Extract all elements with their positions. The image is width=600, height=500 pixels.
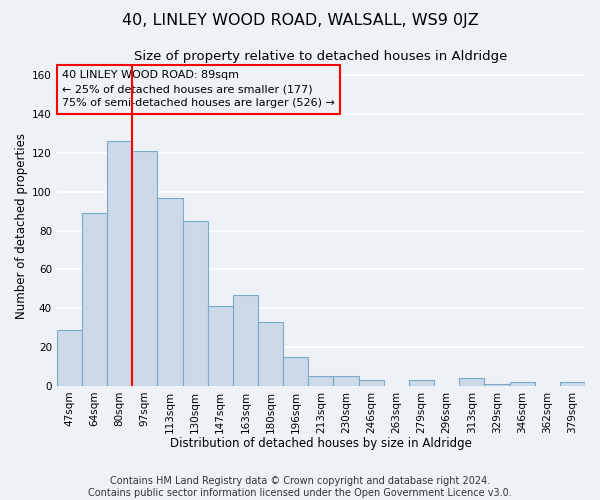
Text: 40, LINLEY WOOD ROAD, WALSALL, WS9 0JZ: 40, LINLEY WOOD ROAD, WALSALL, WS9 0JZ	[122, 12, 478, 28]
Text: Contains HM Land Registry data © Crown copyright and database right 2024.
Contai: Contains HM Land Registry data © Crown c…	[88, 476, 512, 498]
Bar	[334, 376, 359, 386]
Bar	[132, 151, 157, 386]
Bar	[57, 330, 82, 386]
Bar	[359, 380, 384, 386]
Bar	[484, 384, 509, 386]
Bar	[157, 198, 182, 386]
Y-axis label: Number of detached properties: Number of detached properties	[15, 132, 28, 318]
Bar	[208, 306, 233, 386]
Bar	[308, 376, 334, 386]
Bar	[560, 382, 585, 386]
Bar	[409, 380, 434, 386]
X-axis label: Distribution of detached houses by size in Aldridge: Distribution of detached houses by size …	[170, 437, 472, 450]
Bar	[182, 221, 208, 386]
Text: 40 LINLEY WOOD ROAD: 89sqm
← 25% of detached houses are smaller (177)
75% of sem: 40 LINLEY WOOD ROAD: 89sqm ← 25% of deta…	[62, 70, 335, 108]
Bar	[459, 378, 484, 386]
Bar	[82, 213, 107, 386]
Bar	[258, 322, 283, 386]
Bar	[509, 382, 535, 386]
Bar	[107, 142, 132, 386]
Bar	[283, 356, 308, 386]
Bar	[233, 294, 258, 386]
Title: Size of property relative to detached houses in Aldridge: Size of property relative to detached ho…	[134, 50, 508, 63]
